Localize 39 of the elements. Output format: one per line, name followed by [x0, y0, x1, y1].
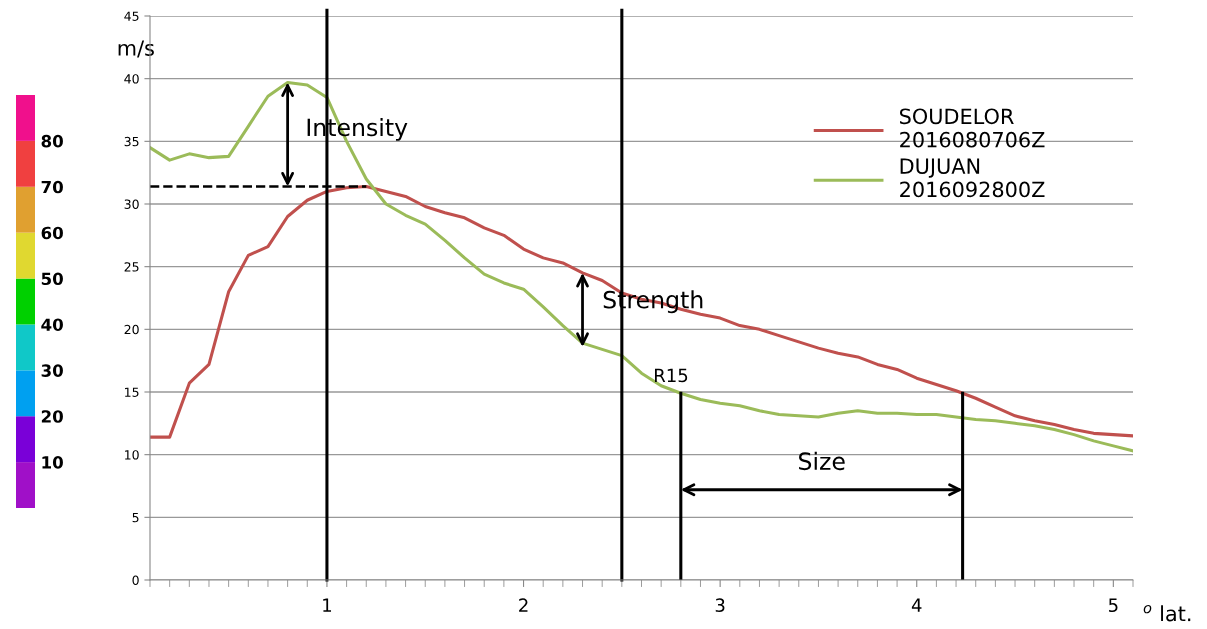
x-axis-title: $^{o}$ lat. — [1143, 604, 1191, 622]
legend-label: SOUDELOR 2016080706Z — [899, 108, 1045, 148]
y-axis-title: m/s — [118, 40, 154, 58]
line-series — [150, 80, 1133, 453]
bar — [16, 95, 35, 141]
y-tick-label: 10 — [125, 450, 139, 460]
y-tick-label: 35 — [124, 136, 139, 147]
y-tick-label: 30 — [124, 199, 139, 209]
annotation: Size — [799, 451, 845, 471]
x-tick-label: 2 — [519, 598, 528, 612]
bar — [16, 278, 35, 325]
x-tick-label: 1 — [323, 598, 332, 612]
y-tick-label: 0 — [132, 575, 139, 585]
y-tick-label: 80 — [41, 134, 63, 148]
y-tick-label: 10 — [42, 456, 63, 469]
y-tick-label: 60 — [41, 226, 63, 240]
y-tick-label: 15 — [125, 387, 139, 397]
bar — [16, 232, 35, 279]
y-tick-label: 40 — [124, 74, 139, 84]
y-tick-label: 70 — [41, 180, 63, 194]
bar — [16, 370, 35, 417]
y-tick-label: 50 — [41, 272, 63, 286]
y-tick-label: 5 — [132, 512, 139, 523]
annotation: R15 — [655, 368, 688, 383]
bar — [16, 186, 35, 233]
bar — [16, 140, 35, 187]
x-tick-label: 4 — [911, 598, 922, 612]
y-tick-label: 25 — [124, 262, 139, 272]
y-tick-label: 40 — [41, 318, 63, 332]
x-tick-label: 3 — [715, 598, 725, 613]
y-tick-label: 20 — [41, 410, 63, 423]
y-tick-label: 30 — [41, 364, 63, 377]
bar — [16, 462, 35, 508]
bar — [16, 324, 35, 371]
y-tick-label: 45 — [124, 11, 139, 21]
legend-label: DUJUAN 2016092800Z — [900, 158, 1045, 198]
bar — [16, 416, 35, 463]
x-tick-label: 5 — [1108, 598, 1118, 613]
y-tick-label: 20 — [124, 324, 139, 335]
